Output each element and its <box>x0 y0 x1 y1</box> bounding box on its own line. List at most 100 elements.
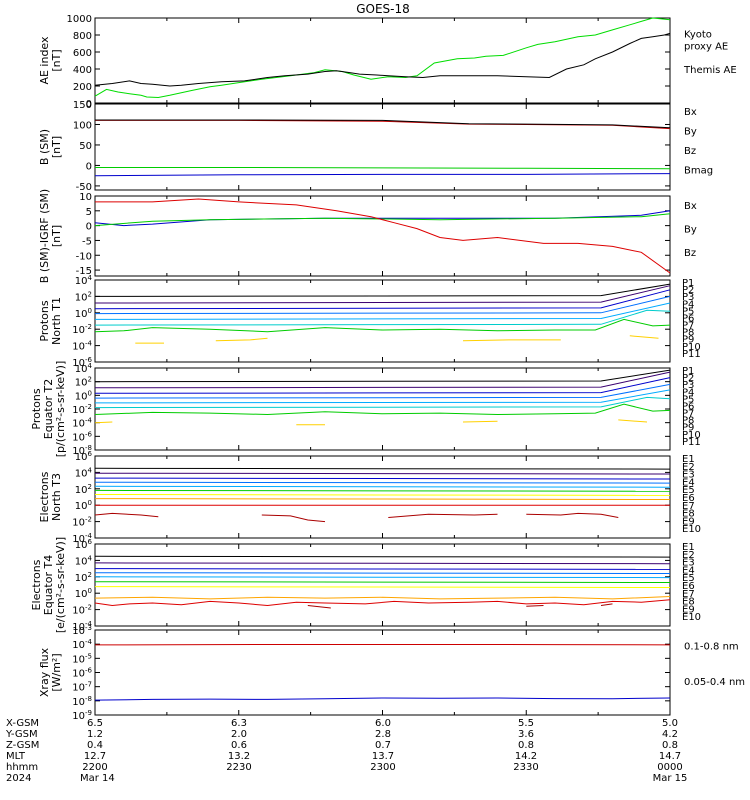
ephemeris-value: 0.4 <box>87 740 103 751</box>
y-tick-label: 400 <box>73 65 92 76</box>
series-line-e6 <box>94 581 671 583</box>
series-segment-p8 <box>618 419 648 423</box>
ephemeris-value: 5.5 <box>518 718 534 729</box>
y-tick-label: 104 <box>75 274 93 287</box>
y-tick-label: 5 <box>86 207 92 218</box>
legend-entry: E8 <box>682 597 695 608</box>
legend-entry: E10 <box>682 612 701 623</box>
panel-frame-bsm <box>94 103 671 191</box>
legend-entry: P10 <box>682 430 701 441</box>
series-line-e5 <box>94 576 671 579</box>
y-tick-label: 102 <box>75 571 92 584</box>
series-line-p5 <box>94 302 671 320</box>
series-line-p3 <box>94 289 671 310</box>
legend-entry: Bx <box>684 107 697 118</box>
legend-entry: By <box>684 224 697 235</box>
y-tick-label: 106 <box>75 450 93 463</box>
y-tick-label: 10-5 <box>72 652 92 665</box>
ephemeris-value: 13.7 <box>372 751 394 762</box>
series-segment-p8 <box>94 421 113 424</box>
series-line-p2 <box>94 371 671 389</box>
y-axis-label: Electrons <box>30 559 43 610</box>
panel-frame-protons-north <box>94 279 671 363</box>
series-line-0-05-0-4-nm <box>94 697 671 701</box>
y-tick-label: -5 <box>82 236 92 247</box>
series-segment-e10 <box>307 605 331 609</box>
ephemeris-value: 14.2 <box>515 751 537 762</box>
ephemeris-value: 6.5 <box>87 718 103 729</box>
series-line-e2 <box>94 562 671 565</box>
panel-frame-ae <box>94 17 671 104</box>
legend-entry: Bz <box>684 146 696 157</box>
ephemeris-row-label: X-GSM <box>6 718 39 729</box>
y-tick-label: 100 <box>75 499 92 512</box>
legend-entry: P9 <box>682 423 694 434</box>
legend-entry: E3 <box>682 558 695 569</box>
y-tick-label: -15 <box>76 266 92 277</box>
ephemeris-value: 6.0 <box>375 718 391 729</box>
legend-entry: E5 <box>682 573 695 584</box>
legend-entry: P3 <box>682 380 694 391</box>
series-line-p6 <box>94 396 671 409</box>
legend-entry: P7 <box>682 409 694 420</box>
series-line-e9 <box>94 599 671 607</box>
y-tick-label: -50 <box>76 182 92 193</box>
series-line-p1 <box>94 369 671 383</box>
series-segment-p8 <box>462 339 561 342</box>
series-line-e8 <box>94 596 671 600</box>
legend-entry: E10 <box>682 524 701 535</box>
legend-entry: P6 <box>682 401 694 412</box>
series-segment-e10 <box>526 605 544 607</box>
series-line-e5 <box>94 485 671 488</box>
series-line-e4 <box>94 572 671 574</box>
legend-entry: 0.1-0.8 nm <box>684 641 739 652</box>
y-tick-label: 0 <box>86 99 92 110</box>
ephemeris-row-label: 2024 <box>6 773 31 784</box>
legend-entry: E2 <box>682 550 695 561</box>
y-tick-label: 10-2 <box>72 604 92 617</box>
series-line-e1 <box>94 555 671 558</box>
panel-frame-bres <box>94 195 671 277</box>
y-axis-label: AE index <box>38 36 51 85</box>
legend-entry: P9 <box>682 335 694 346</box>
y-tick-label: 50 <box>79 141 92 152</box>
y-axis-label: [nT] <box>50 225 63 247</box>
y-axis-label: [nT] <box>50 136 63 158</box>
legend-entry: P1 <box>682 366 694 377</box>
y-tick-label: 10-2 <box>72 516 92 529</box>
series-line-by <box>94 213 671 227</box>
legend-entry: E9 <box>682 516 695 527</box>
y-axis-label: [W/m²] <box>50 653 63 691</box>
y-tick-label: 1000 <box>67 14 92 25</box>
legend-entry: E6 <box>682 493 695 504</box>
legend-entry: P1 <box>682 278 694 289</box>
y-tick-label: 100 <box>75 307 92 320</box>
legend-entry: Themis AE <box>683 65 737 76</box>
legend-entry: Kyoto <box>684 29 712 40</box>
ephemeris-value: 0.8 <box>662 740 678 751</box>
y-axis-label: Electrons <box>38 471 51 522</box>
ephemeris-value: 2.8 <box>375 729 391 740</box>
panel-frame-protons-equator <box>94 367 671 451</box>
series-segment-e10 <box>600 603 613 606</box>
ephemeris-value: Mar 15 <box>653 773 688 784</box>
series-segment-p8 <box>215 337 268 342</box>
legend-entry: P8 <box>682 416 694 427</box>
y-tick-label: 10-6 <box>72 430 92 443</box>
y-tick-label: 600 <box>73 48 92 59</box>
series-line-p5 <box>94 389 671 404</box>
ephemeris-value: 13.2 <box>228 751 250 762</box>
ephemeris-row-label: hhmm <box>6 762 38 773</box>
series-segment-p8 <box>629 335 659 339</box>
legend-entry: E5 <box>682 485 695 496</box>
legend-entry: E7 <box>682 589 695 600</box>
chart-title: GOES-18 <box>356 2 410 16</box>
series-line-p4 <box>94 383 671 399</box>
series-line-e7 <box>94 494 671 496</box>
series-line-e6 <box>94 489 671 492</box>
series-line-bx <box>94 173 671 177</box>
y-axis-label: North T1 <box>50 297 63 345</box>
y-axis-label: Equator T4 <box>42 555 55 615</box>
legend-entry: P6 <box>682 313 694 324</box>
y-axis-label: [p/(cm²-s-sr-keV)] <box>54 361 67 458</box>
